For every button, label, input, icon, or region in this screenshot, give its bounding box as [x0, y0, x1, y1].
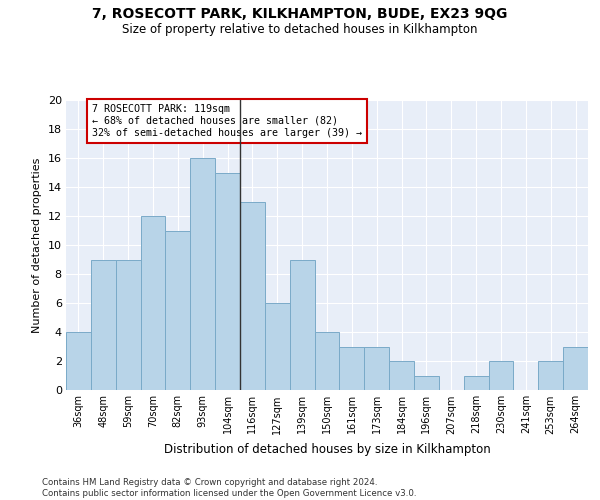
Bar: [414, 376, 439, 390]
Bar: [314, 332, 340, 390]
Text: 7, ROSECOTT PARK, KILKHAMPTON, BUDE, EX23 9QG: 7, ROSECOTT PARK, KILKHAMPTON, BUDE, EX2…: [92, 8, 508, 22]
Bar: [538, 361, 563, 390]
Text: Size of property relative to detached houses in Kilkhampton: Size of property relative to detached ho…: [122, 22, 478, 36]
Bar: [116, 260, 140, 390]
Text: Distribution of detached houses by size in Kilkhampton: Distribution of detached houses by size …: [164, 442, 490, 456]
Y-axis label: Number of detached properties: Number of detached properties: [32, 158, 42, 332]
Text: 7 ROSECOTT PARK: 119sqm
← 68% of detached houses are smaller (82)
32% of semi-de: 7 ROSECOTT PARK: 119sqm ← 68% of detache…: [92, 104, 362, 138]
Bar: [166, 230, 190, 390]
Bar: [389, 361, 414, 390]
Bar: [190, 158, 215, 390]
Bar: [290, 260, 314, 390]
Bar: [340, 346, 364, 390]
Text: Contains HM Land Registry data © Crown copyright and database right 2024.
Contai: Contains HM Land Registry data © Crown c…: [42, 478, 416, 498]
Bar: [563, 346, 588, 390]
Bar: [240, 202, 265, 390]
Bar: [91, 260, 116, 390]
Bar: [364, 346, 389, 390]
Bar: [265, 303, 290, 390]
Bar: [66, 332, 91, 390]
Bar: [140, 216, 166, 390]
Bar: [464, 376, 488, 390]
Bar: [215, 172, 240, 390]
Bar: [488, 361, 514, 390]
